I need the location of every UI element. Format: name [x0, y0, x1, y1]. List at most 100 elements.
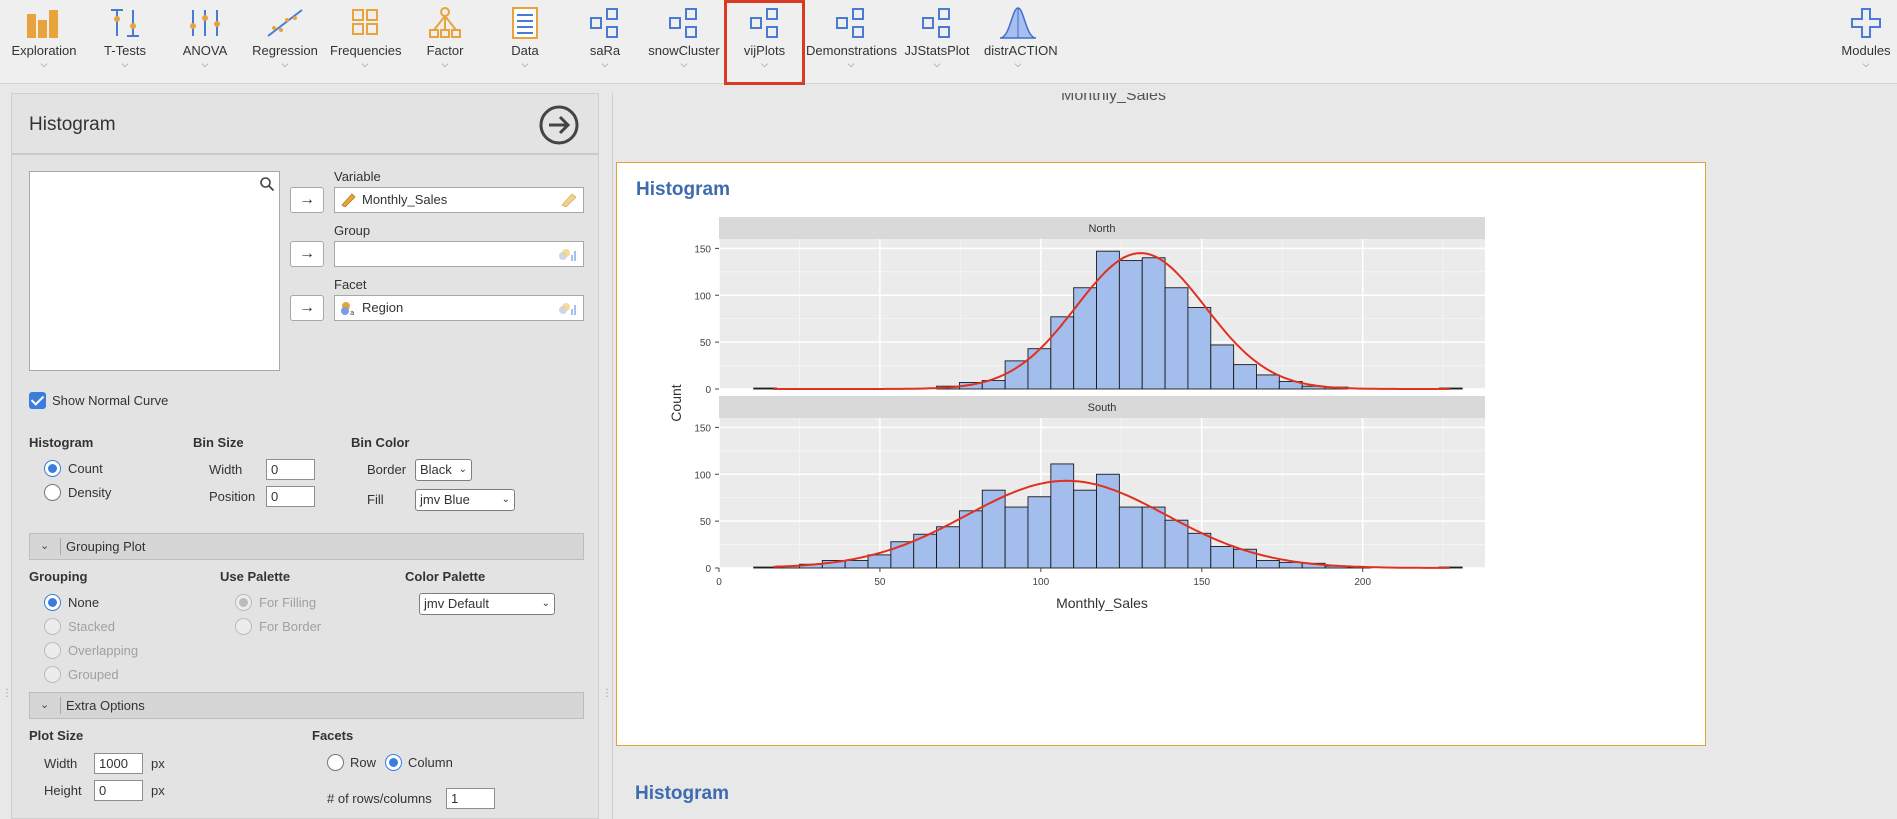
fill-color-select[interactable]: jmv Blue ⌄	[415, 489, 515, 511]
group-field[interactable]	[334, 241, 584, 267]
toolbar-frequencies[interactable]: Frequencies ⌵	[330, 6, 402, 76]
border-color-value: Black	[420, 462, 452, 477]
histogram-bar	[1141, 257, 1166, 390]
y-tick-label: 100	[694, 470, 711, 481]
bin-size-heading: Bin Size	[193, 435, 244, 450]
variable-field[interactable]: Monthly_Sales	[334, 187, 584, 213]
variable-label: Variable	[334, 169, 381, 184]
facets-row-radio[interactable]	[327, 754, 344, 771]
toolbar-jjstatsplot[interactable]: JJStatsPlot ⌵	[904, 6, 970, 76]
toolbar-distraction[interactable]: distrACTION ⌵	[984, 6, 1058, 76]
histogram-bar	[1073, 287, 1097, 390]
color-palette-select[interactable]: jmv Default ⌄	[419, 593, 555, 615]
module-icon	[836, 8, 864, 38]
for-border-label: For Border	[259, 619, 322, 634]
extra-options-section-header[interactable]: ⌄ Extra Options	[29, 692, 584, 719]
toolbar-label: Demonstrations	[806, 43, 898, 58]
facets-column-radio[interactable]	[385, 754, 402, 771]
move-to-group-button[interactable]: →	[290, 241, 324, 267]
distribution-icon	[999, 7, 1037, 39]
histogram-bar	[1096, 250, 1120, 390]
result-heading: Histogram	[636, 179, 730, 200]
bin-width-input[interactable]: 0	[266, 459, 315, 480]
y-tick-label: 150	[694, 423, 711, 434]
rows-columns-input[interactable]: 1	[446, 788, 495, 809]
plot-height-input[interactable]: 0	[94, 780, 143, 801]
histogram-bar	[1050, 463, 1075, 569]
toolbar-exploration[interactable]: Exploration ⌵	[10, 6, 78, 76]
variable-list[interactable]	[29, 171, 280, 371]
histogram-bar	[753, 387, 778, 390]
fill-color-value: jmv Blue	[420, 492, 470, 507]
show-normal-curve-checkbox[interactable]	[29, 392, 46, 409]
chevron-down-icon: ⌵	[40, 59, 48, 69]
toolbar-modules[interactable]: Modules ⌵	[1838, 6, 1894, 76]
histogram-bar	[867, 554, 892, 569]
plot-height-unit: px	[151, 783, 165, 798]
facet-label: North	[1089, 223, 1116, 235]
move-to-variable-button[interactable]: →	[290, 187, 324, 213]
grouping-grouped-radio[interactable]	[44, 666, 61, 683]
plot-width-input[interactable]: 1000	[94, 753, 143, 774]
svg-text:a: a	[350, 309, 354, 315]
regression-icon	[267, 9, 303, 37]
toolbar-factor[interactable]: Factor ⌵	[415, 6, 475, 76]
x-axis-title: Monthly_Sales	[1056, 595, 1148, 611]
results-panel: Monthly_Sales Histogram North 0 50 100 150 So…	[612, 93, 1897, 819]
histogram-bar	[1118, 506, 1143, 569]
search-icon[interactable]	[259, 176, 275, 192]
chevron-down-icon: ⌵	[933, 59, 941, 69]
bin-position-label: Position	[209, 489, 256, 504]
density-radio[interactable]	[44, 484, 61, 501]
histogram-result[interactable]: Histogram North 0 50 100 150 South 0 50 100 150 0 5…	[616, 162, 1706, 746]
chevron-down-icon: ⌵	[521, 59, 529, 69]
toolbar-data[interactable]: Data ⌵	[500, 6, 550, 76]
toolbar-snowcluster[interactable]: snowCluster ⌵	[648, 6, 720, 76]
facets-column-label: Column	[408, 755, 453, 770]
bin-width-label: Width	[209, 462, 243, 477]
grouping-stacked-radio[interactable]	[44, 618, 61, 635]
grouping-overlapping-radio[interactable]	[44, 642, 61, 659]
toolbar-label: distrACTION	[984, 43, 1058, 58]
toolbar-anova[interactable]: ANOVA ⌵	[175, 6, 235, 76]
arrow-right-icon[interactable]	[538, 104, 580, 146]
facet-field[interactable]: a Region	[334, 295, 584, 321]
toolbar-label: ANOVA	[182, 43, 228, 58]
histogram-bar	[1233, 364, 1257, 390]
y-tick-label: 100	[694, 291, 711, 302]
y-axis-title: Count	[668, 384, 684, 421]
facet-strip	[719, 396, 1485, 418]
move-to-facet-button[interactable]: →	[290, 295, 324, 321]
toolbar-label: Modules	[1841, 43, 1891, 58]
panel-splitter[interactable]: ⋮	[2, 688, 12, 699]
toolbar-sara[interactable]: saRa ⌵	[580, 6, 630, 76]
toolbar-vijplots[interactable]: vijPlots ⌵	[724, 0, 805, 85]
toolbar-label: JJStatsPlot	[904, 43, 970, 58]
toolbar-label: Exploration	[11, 43, 77, 58]
for-filling-radio[interactable]	[235, 594, 252, 611]
facets-heading: Facets	[312, 728, 354, 743]
histogram-bar	[936, 526, 960, 569]
toolbar-label: Regression	[252, 43, 318, 58]
grouping-plot-section-header[interactable]: ⌄ Grouping Plot	[29, 533, 584, 560]
border-color-select[interactable]: Black ⌄	[415, 459, 472, 481]
grouping-none-radio[interactable]	[44, 594, 61, 611]
t-tests-icon	[111, 9, 139, 37]
histogram-bar	[1027, 348, 1052, 390]
bin-position-input[interactable]: 0	[266, 486, 315, 507]
panel-splitter[interactable]: ⋮	[602, 688, 612, 699]
density-label: Density	[68, 485, 112, 500]
module-icon	[749, 8, 778, 38]
toolbar-label: T-Tests	[104, 43, 146, 58]
chevron-down-icon: ⌵	[1014, 59, 1022, 69]
toolbar-t-tests[interactable]: T-Tests ⌵	[95, 6, 155, 76]
toolbar-regression[interactable]: Regression ⌵	[250, 6, 320, 76]
chevron-down-icon: ⌵	[201, 59, 209, 69]
chevron-down-icon: ⌵	[121, 59, 129, 69]
toolbar-demonstrations[interactable]: Demonstrations ⌵	[806, 6, 898, 76]
count-radio[interactable]	[44, 460, 61, 477]
y-tick-label: 150	[694, 244, 711, 255]
border-label: Border	[367, 462, 407, 477]
for-border-radio[interactable]	[235, 618, 252, 635]
facet-label: Facet	[334, 277, 367, 292]
